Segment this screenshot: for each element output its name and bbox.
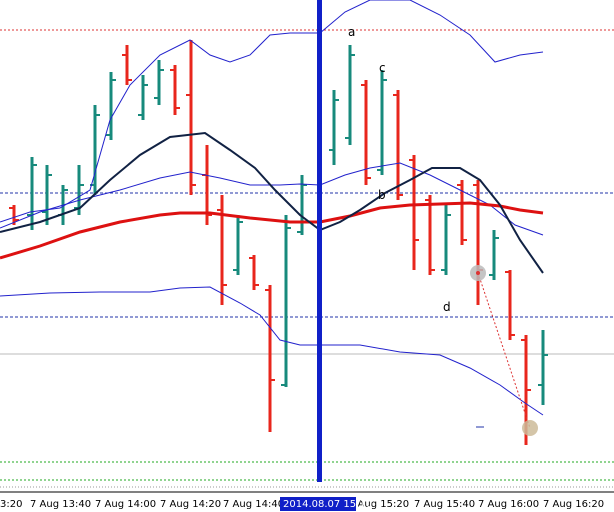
time-label: 7 Aug 16:20 (543, 499, 604, 510)
band-middle (0, 162, 544, 236)
time-label: 7 Aug 13:40 (30, 499, 91, 510)
moving-average (0, 131, 544, 274)
wave-label: c (379, 61, 386, 75)
wave-label: d (443, 300, 451, 314)
moving-average (0, 201, 544, 260)
trend-line (477, 272, 531, 429)
time-highlight-label: 2014.08.07 15:10 (283, 499, 372, 510)
time-label: 7 Aug 14:40 (223, 499, 284, 510)
marker (522, 420, 538, 436)
time-label: 7 Aug 15:20 (348, 499, 409, 510)
band-lower (0, 286, 544, 416)
time-label: 7 Aug 16:00 (478, 499, 539, 510)
wave-label: b (378, 188, 386, 202)
wave-label: a (348, 25, 355, 39)
time-label: 7 Aug 14:20 (160, 499, 221, 510)
time-highlight (280, 497, 356, 511)
time-label: 7 Aug 14:00 (95, 499, 156, 510)
vertical-line (317, 0, 322, 482)
marker (476, 271, 480, 275)
band-upper (0, 0, 544, 223)
time-label: 7 Aug 15:40 (414, 499, 475, 510)
time-label: 3:20 (0, 499, 22, 510)
